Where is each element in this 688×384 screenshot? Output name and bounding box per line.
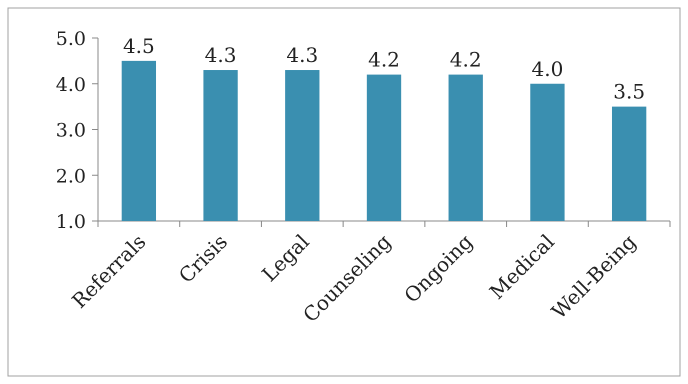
y-tick-label: 2.0 bbox=[56, 165, 86, 187]
bar-crisis bbox=[203, 70, 238, 222]
bar-well-being bbox=[611, 106, 647, 221]
bar-ongoing bbox=[448, 74, 483, 221]
data-label: 4.3 bbox=[286, 43, 318, 67]
bar-counseling bbox=[366, 74, 402, 221]
y-axis: 1.0 2.0 3.0 4.0 5.0 bbox=[56, 28, 99, 233]
data-label: 4.5 bbox=[123, 34, 155, 58]
y-tick-label: 3.0 bbox=[56, 120, 86, 142]
data-labels: 4.5 4.3 4.3 4.2 4.2 4.0 3.5 bbox=[123, 34, 645, 104]
data-label: 4.2 bbox=[450, 48, 482, 72]
bar-referrals bbox=[121, 60, 157, 221]
bar-medical bbox=[530, 83, 565, 221]
y-tick-label: 4.0 bbox=[56, 74, 86, 96]
chart-border bbox=[7, 7, 681, 377]
y-tick-label: 5.0 bbox=[56, 28, 86, 50]
bar-legal bbox=[285, 70, 320, 222]
data-label: 4.2 bbox=[368, 48, 400, 72]
data-label: 3.5 bbox=[613, 80, 645, 104]
y-tick-label: 1.0 bbox=[56, 211, 86, 233]
data-label: 4.0 bbox=[532, 57, 564, 81]
bars bbox=[121, 60, 647, 222]
data-label: 4.3 bbox=[205, 43, 237, 67]
